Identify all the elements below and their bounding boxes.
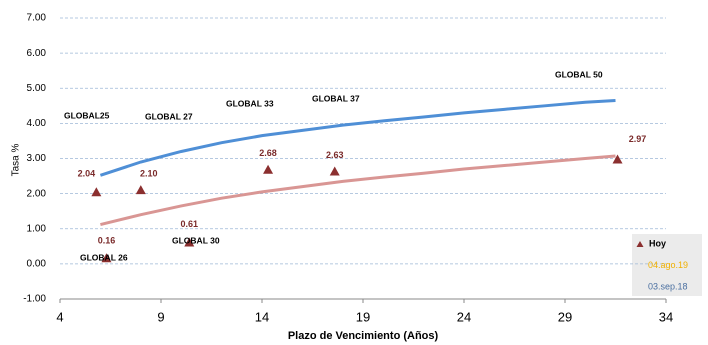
bond-label: GLOBAL 33 xyxy=(226,98,274,108)
y-tick-label: 5.00 xyxy=(27,83,47,94)
triangle-marker xyxy=(184,237,195,247)
curve xyxy=(99,99,616,177)
legend-marker xyxy=(636,241,644,247)
y-tick-label: 7.00 xyxy=(27,13,47,24)
bond-label: GLOBAL 37 xyxy=(312,93,360,103)
x-tick-label: 9 xyxy=(157,309,164,324)
triangle-marker xyxy=(612,154,623,164)
y-axis-label: Tasa % xyxy=(11,143,22,176)
triangle-marker xyxy=(135,185,146,195)
data-label: 2.97 xyxy=(629,134,647,144)
y-tick-label: -1.00 xyxy=(23,294,46,305)
x-tick-label: 29 xyxy=(558,309,572,324)
curve xyxy=(100,154,616,226)
data-label: 2.63 xyxy=(326,150,344,160)
triangle-marker xyxy=(101,253,112,263)
legend-label: Hoy xyxy=(649,238,666,248)
legend-label: 04.ago.19 xyxy=(648,260,688,270)
legend-label: 03.sep.18 xyxy=(648,281,688,291)
bond-label: GLOBAL 30 xyxy=(172,235,220,245)
x-tick-label: 14 xyxy=(255,309,269,324)
triangle-marker xyxy=(263,164,274,174)
triangle-marker xyxy=(329,166,340,176)
bond-label: GLOBAL 26 xyxy=(80,252,128,262)
data-label: 2.04 xyxy=(78,169,96,179)
bond-label: GLOBAL25 xyxy=(64,110,110,120)
legend-box xyxy=(632,234,702,296)
x-tick-label: 34 xyxy=(659,309,673,324)
x-axis-label: Plazo de Vencimiento (Años) xyxy=(288,330,439,342)
y-tick-label: 2.00 xyxy=(27,188,47,199)
triangle-marker xyxy=(91,187,102,197)
data-label: 0.16 xyxy=(98,236,116,246)
y-tick-label: 3.00 xyxy=(27,153,47,164)
y-tick-label: 0.00 xyxy=(27,259,47,270)
y-tick-label: 1.00 xyxy=(27,223,47,234)
data-label: 0.61 xyxy=(181,219,199,229)
data-label: 2.10 xyxy=(140,168,158,178)
x-tick-label: 19 xyxy=(356,309,370,324)
data-label: 2.68 xyxy=(259,148,277,158)
x-tick-label: 4 xyxy=(56,309,63,324)
x-tick-label: 24 xyxy=(457,309,471,324)
y-tick-label: 6.00 xyxy=(27,48,47,59)
bond-label: GLOBAL 50 xyxy=(555,69,603,79)
y-tick-label: 4.00 xyxy=(27,118,47,129)
bond-label: GLOBAL 27 xyxy=(145,111,193,121)
